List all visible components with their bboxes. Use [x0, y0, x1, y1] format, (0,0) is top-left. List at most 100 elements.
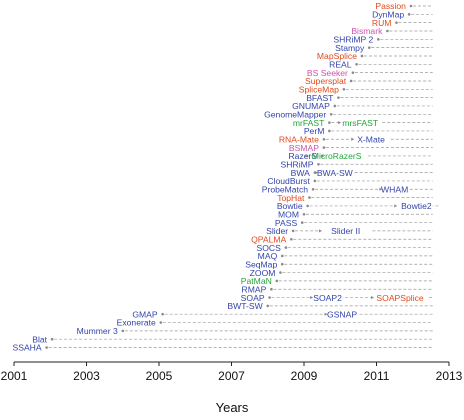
- series-label: MapSplice: [317, 51, 357, 61]
- start-point: [270, 287, 273, 291]
- arrow-head: [351, 137, 355, 141]
- start-point: [360, 54, 364, 58]
- arrow-head: [318, 229, 322, 233]
- series-label: SpliceMap: [299, 85, 339, 95]
- arrow-head: [371, 295, 375, 300]
- series-label: CloudBurst: [267, 176, 310, 186]
- series-label: Passion: [375, 1, 406, 11]
- start-point: [407, 13, 411, 16]
- series-label: Mummer 3: [77, 326, 118, 336]
- start-point: [308, 196, 311, 199]
- successor-label: GSNAP: [327, 309, 357, 319]
- series-label: SOCS: [257, 243, 282, 253]
- series-label: BSMAP: [289, 143, 319, 153]
- series-label: BFAST: [306, 93, 334, 103]
- series-label: ProbeMatch: [262, 184, 309, 194]
- start-point: [351, 71, 355, 74]
- series-label: SOAP: [241, 293, 265, 303]
- start-point: [322, 137, 326, 141]
- successor-label: SOAPSplice: [376, 293, 424, 303]
- start-point: [266, 304, 270, 308]
- series-label: ZOOM: [250, 268, 276, 278]
- series-label: GNUMAP: [292, 101, 330, 111]
- x-tick-label: 2001: [1, 369, 28, 383]
- start-point: [377, 38, 380, 41]
- start-point: [328, 129, 331, 133]
- start-point: [279, 271, 282, 274]
- series-label: mrFAST: [293, 118, 325, 128]
- series-label: Supersplat: [305, 76, 347, 86]
- start-point: [306, 204, 309, 208]
- series-label: BWT-SW: [227, 301, 263, 311]
- start-point: [311, 187, 315, 191]
- start-point: [395, 21, 398, 24]
- start-point: [280, 262, 284, 266]
- start-point: [290, 237, 293, 241]
- series-label: Bowtie: [277, 201, 303, 211]
- start-point: [159, 321, 163, 324]
- series-label: REAL: [329, 60, 352, 70]
- series-label: DynMap: [372, 10, 404, 20]
- series-label: SSAHA: [12, 343, 41, 353]
- x-tick-label: 2011: [364, 369, 390, 383]
- start-point: [300, 221, 304, 224]
- series-label: SHRiMP: [281, 159, 314, 169]
- series-label: RazerS: [288, 151, 317, 161]
- arrow-head: [379, 187, 383, 191]
- series-label: QPALMA: [251, 234, 286, 244]
- x-tick-label: 2007: [218, 369, 245, 383]
- start-point: [349, 79, 353, 83]
- arrow-head: [305, 154, 309, 158]
- x-axis-label: Years: [215, 400, 249, 415]
- start-point: [161, 312, 164, 316]
- series-label: SHRiMP 2: [333, 35, 373, 45]
- series-label: PatMaN: [241, 276, 272, 286]
- successor-label: MicroRazerS: [312, 151, 362, 161]
- series-label: TopHat: [277, 193, 305, 203]
- successor-label: mrsFAST: [342, 118, 379, 128]
- series-label: Stampy: [335, 43, 365, 53]
- start-point: [322, 146, 326, 149]
- x-tick-label: 2013: [436, 369, 463, 383]
- series-label: MOM: [278, 209, 299, 219]
- arrow-head: [394, 204, 398, 208]
- series-label: RNA-Mate: [279, 134, 319, 144]
- series-label: MAQ: [258, 251, 278, 261]
- arrow-head: [310, 295, 314, 300]
- arrow-head: [315, 171, 319, 175]
- series-label: Exonerate: [117, 318, 156, 328]
- successor-label: X-Mate: [357, 134, 385, 144]
- start-point: [280, 254, 284, 258]
- successor-label: WHAM: [381, 184, 408, 194]
- start-point: [367, 46, 371, 49]
- series-label: GenomeMapper: [264, 109, 326, 119]
- arrow-head: [324, 312, 328, 316]
- arrow-head: [338, 121, 342, 125]
- successor-label: Bowtie2: [401, 201, 432, 211]
- start-point: [386, 29, 389, 33]
- start-point: [313, 179, 317, 183]
- successor-label: Slider II: [331, 226, 360, 236]
- start-point: [121, 329, 125, 333]
- start-point: [409, 4, 413, 8]
- series-label: RMAP: [242, 284, 267, 294]
- start-point: [45, 346, 48, 349]
- start-point: [342, 88, 346, 91]
- start-point: [50, 337, 54, 341]
- start-point: [328, 121, 331, 124]
- series-label: RUM: [372, 18, 392, 28]
- x-tick-label: 2009: [291, 369, 318, 383]
- start-point: [275, 279, 279, 283]
- start-point: [284, 246, 288, 249]
- start-point: [317, 162, 320, 166]
- start-point: [329, 112, 333, 116]
- series-label: BWA: [291, 168, 311, 178]
- successor-label: SOAP2: [313, 293, 342, 303]
- start-point: [291, 229, 295, 233]
- series-label: GMAP: [132, 309, 158, 319]
- start-point: [337, 96, 340, 99]
- series-label: PerM: [304, 126, 325, 136]
- series-label: BS Seeker: [307, 68, 348, 78]
- start-point: [333, 104, 337, 108]
- series-label: Slider: [266, 226, 288, 236]
